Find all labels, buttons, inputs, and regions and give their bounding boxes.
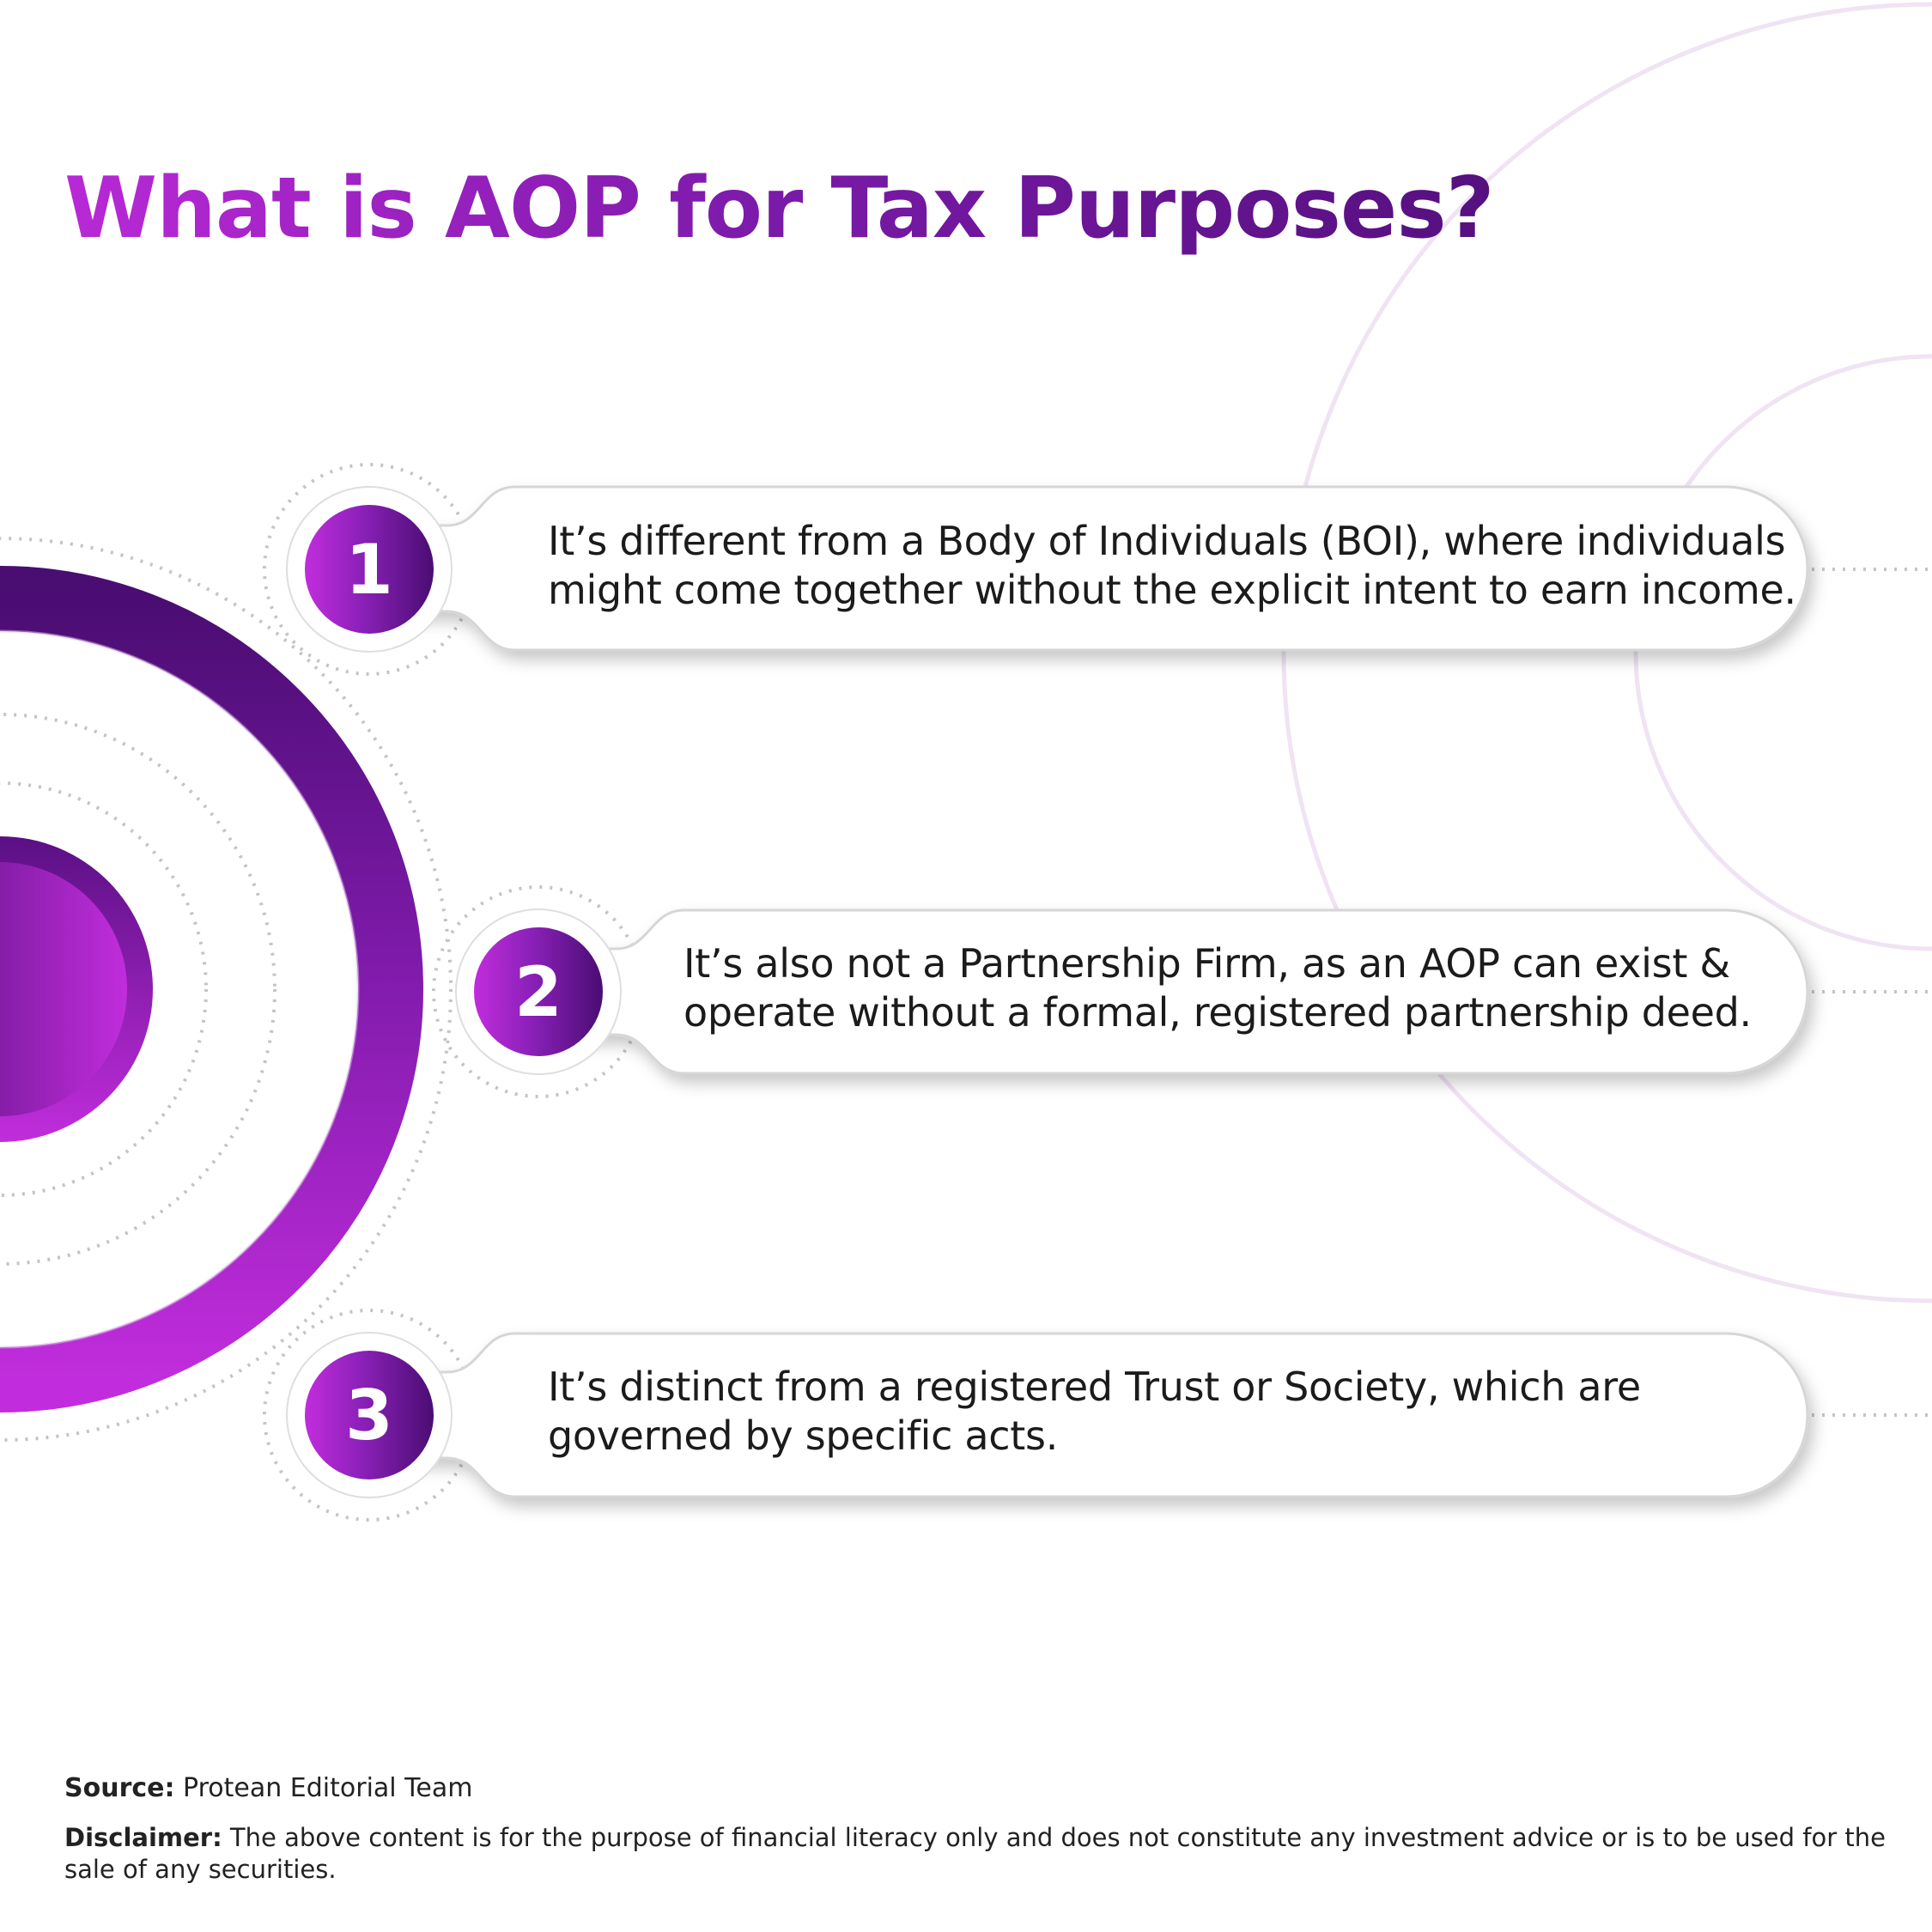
disclaimer-label: Disclaimer: (64, 1823, 222, 1852)
source-text: Protean Editorial Team (183, 1773, 473, 1803)
item-3-line-1: It’s distinct from a registered Trust or… (548, 1364, 1641, 1410)
page-title: What is AOP for Tax Purposes? (64, 160, 1495, 258)
step-number-2: 2 (474, 927, 603, 1056)
item-1-line-2: might come together without the explicit… (548, 567, 1796, 613)
source-label: Source: (64, 1773, 175, 1803)
step-number-3: 3 (305, 1351, 434, 1479)
item-3-line-2: governed by specific acts. (548, 1413, 1059, 1459)
disclaimer-line-1: The above content is for the purpose of … (229, 1823, 1886, 1852)
step-number-1: 1 (305, 505, 434, 634)
item-2-text: It’s also not a Partnership Firm, as an … (683, 939, 1752, 1037)
disclaimer-line-2: sale of any securities. (64, 1855, 337, 1884)
item-3-text: It’s distinct from a registered Trust or… (548, 1363, 1641, 1461)
item-2-line-1: It’s also not a Partnership Firm, as an … (683, 940, 1730, 987)
item-2-line-2: operate without a formal, registered par… (683, 989, 1752, 1036)
item-1-text: It’s different from a Body of Individual… (548, 517, 1796, 615)
disclaimer: Disclaimer: The above content is for the… (64, 1822, 1886, 1886)
big-ring (0, 566, 423, 1413)
decorative-circles (1281, 2, 1932, 1303)
item-1-line-1: It’s different from a Body of Individual… (548, 518, 1786, 564)
source-line: Source: Protean Editorial Team (64, 1772, 472, 1804)
dotted-arcs (0, 537, 453, 1442)
